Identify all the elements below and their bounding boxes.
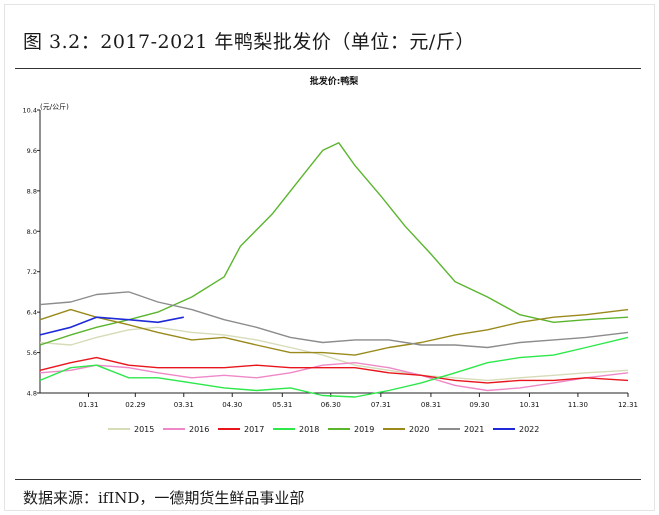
x-tick-label: 08.31 [421, 401, 441, 409]
figure-frame: 图 3.2：2017-2021 年鸭梨批发价（单位：元/斤） 数据来源：ifIN… [4, 4, 655, 511]
legend-label-2021: 2021 [464, 425, 484, 434]
x-tick-label: 09.30 [469, 401, 489, 409]
x-tick-label: 03.31 [174, 401, 194, 409]
legend-label-2022: 2022 [519, 425, 539, 434]
series-line-2022 [39, 316, 184, 336]
y-tick-label: 4.8 [27, 390, 37, 398]
series-line-2015 [39, 326, 629, 382]
series-line-2017 [39, 356, 629, 384]
chart-legend: 2015 2016 2017 2018 2019 2020 2021 2022 [108, 425, 539, 434]
series-layer [39, 142, 629, 398]
y-tick-label: 6.4 [27, 309, 37, 317]
legend-label-2016: 2016 [189, 425, 209, 434]
source-note: 数据来源：ifIND，一德期货生鲜品事业部 [23, 489, 305, 507]
caption-divider [15, 68, 641, 69]
y-tick-label: 8.0 [27, 228, 37, 236]
x-tick-label: 06.30 [321, 401, 341, 409]
x-tick-label: 01.31 [78, 401, 98, 409]
figure-caption: 图 3.2：2017-2021 年鸭梨批发价（单位：元/斤） [23, 31, 475, 53]
y-tick-label: 7.2 [27, 268, 37, 276]
x-tick-label: 12.31 [618, 401, 638, 409]
y-tick-label: 8.8 [27, 187, 37, 195]
series-line-2019 [39, 142, 629, 346]
legend-label-2017: 2017 [244, 425, 264, 434]
legend-label-2015: 2015 [134, 425, 154, 434]
y-axis-unit-label: (元/公斤) [40, 102, 69, 111]
x-tick-label: 07.31 [371, 401, 391, 409]
legend-label-2019: 2019 [354, 425, 374, 434]
series-line-2020 [39, 308, 629, 356]
source-divider [15, 479, 641, 480]
x-tick-label: 02.29 [125, 401, 145, 409]
x-tick-label: 04.30 [222, 401, 242, 409]
chart-title: 批发价:鸭梨 [310, 75, 360, 87]
legend-label-2020: 2020 [409, 425, 429, 434]
series-line-2016 [39, 362, 629, 392]
y-tick-label: 9.6 [27, 147, 37, 155]
series-line-2021 [39, 291, 629, 349]
x-tick-label: 11.30 [568, 401, 588, 409]
chart-axes: 4.8 5.6 6.4 7.2 8.0 8.8 9.6 10.4 01.31 02.29 03.31… [23, 107, 639, 410]
x-tick-label: 05.31 [272, 401, 292, 409]
series-line-2018 [39, 336, 629, 398]
legend-label-2018: 2018 [299, 425, 319, 434]
x-tick-label: 10.31 [519, 401, 539, 409]
y-tick-label: 10.4 [23, 107, 37, 115]
y-tick-label: 5.6 [27, 349, 37, 357]
